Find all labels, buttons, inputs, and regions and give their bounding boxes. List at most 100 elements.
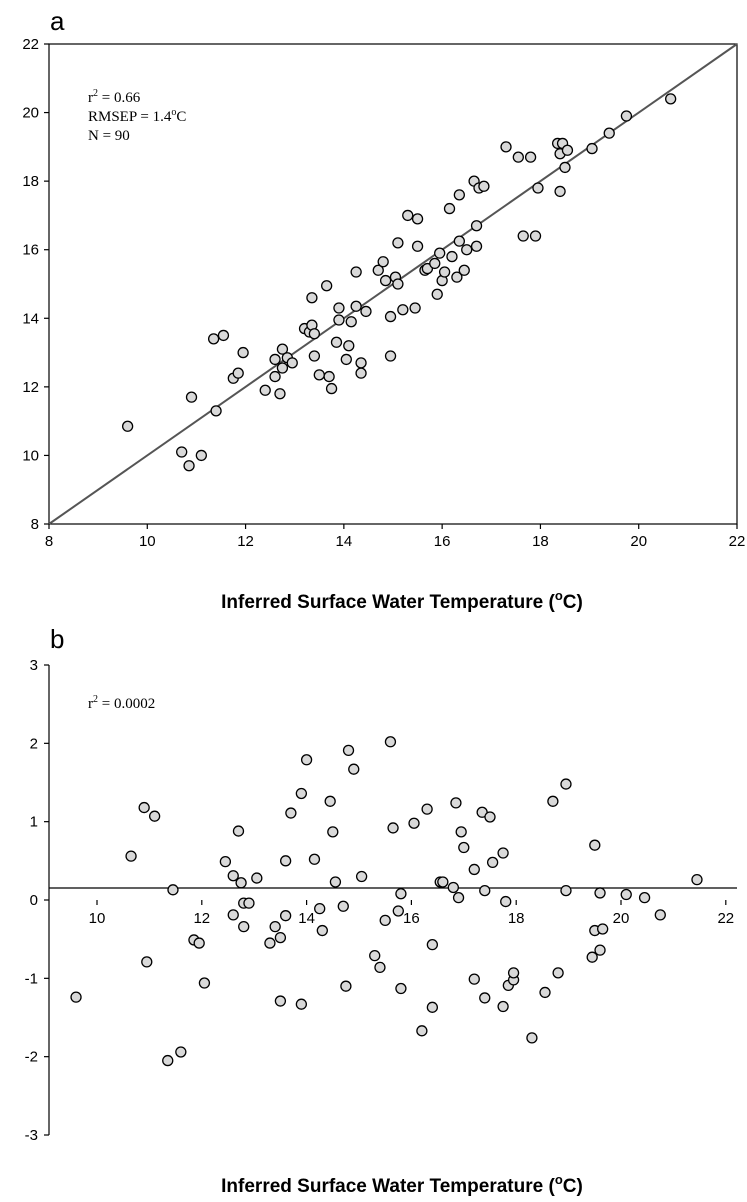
panel-a-data-point <box>210 405 222 417</box>
panel-a-data-point <box>276 362 289 374</box>
panel-b-data-point <box>479 992 491 1004</box>
panel-b-data-point <box>468 973 480 985</box>
panel-a-data-point <box>438 266 451 278</box>
panel-a-data-point <box>512 151 524 163</box>
panel-b-data-point <box>279 855 292 867</box>
panel-a-scatter: a 8 10 12 14 16 18 20 22 8 10 12 14 16 18 20 22 r2 = 0.… <box>22 6 745 613</box>
panel-b-data-point <box>162 1054 174 1067</box>
panel-b-data-point <box>125 850 137 862</box>
panel-a-data-point <box>665 93 677 105</box>
panel-b-data-point <box>274 995 287 1007</box>
panel-b-y-tick-label: -1 <box>25 970 38 987</box>
panel-a-x-tick-label: 20 <box>630 533 647 550</box>
panel-a-y-tick-label: 14 <box>22 310 39 327</box>
panel-b-data-point <box>586 951 598 963</box>
panel-b-data-point <box>560 778 572 790</box>
panel-a-data-point <box>458 264 470 276</box>
panel-a-data-point <box>207 333 220 345</box>
panel-b-data-point <box>340 980 352 992</box>
panel-b-x-tick-label: 18 <box>508 910 525 927</box>
panel-b-data-point <box>387 822 399 834</box>
panel-a-data-point <box>461 244 473 256</box>
panel-a-data-point <box>321 280 333 292</box>
panel-b-data-point <box>251 872 263 884</box>
panel-a-x-axis-label: Inferred Surface Water Temperature (oC) <box>221 588 583 613</box>
panel-b-data-point <box>447 881 459 894</box>
panel-a-data-point <box>350 300 362 312</box>
panel-b-data-point <box>484 811 496 823</box>
panel-a-data-point <box>397 304 409 316</box>
panel-b-data-point <box>421 803 433 815</box>
panel-b-x-tick-label: 16 <box>403 910 420 927</box>
panel-b-data-point <box>552 967 564 979</box>
panel-b-y-tick-label: -2 <box>25 1049 38 1066</box>
panel-a-data-point <box>402 209 414 222</box>
panel-a-data-point <box>517 230 529 242</box>
panel-b-data-point <box>264 937 276 949</box>
panel-a-data-point <box>333 314 345 326</box>
panel-b-data-point <box>235 877 247 889</box>
panel-a-data-point <box>333 302 345 314</box>
panel-b-x-tick-label: 14 <box>298 910 315 927</box>
panel-b-data-point <box>620 888 632 901</box>
panel-b-data-point <box>416 1025 428 1037</box>
panel-b-data-point <box>374 961 386 974</box>
panel-b-data-point <box>295 787 308 800</box>
panel-b-data-point <box>468 863 480 876</box>
panel-b-r2-annotation: r2 = 0.0002 <box>88 694 155 712</box>
panel-b-data-point <box>70 991 82 1003</box>
panel-a-r2-annotation: r2 = 0.66 <box>88 88 141 106</box>
panel-a-data-point <box>308 350 321 362</box>
panel-b-data-point <box>479 884 491 897</box>
panel-a-data-point <box>360 305 372 318</box>
panel-a-data-point <box>343 340 355 352</box>
panel-a-y-tick-label: 22 <box>22 36 39 53</box>
panel-b-data-point <box>348 763 360 775</box>
panel-b-data-point <box>329 876 342 888</box>
panel-a-data-point <box>286 357 298 369</box>
panel-b-data-point <box>507 967 520 979</box>
panel-b-data-point <box>175 1046 187 1058</box>
panel-a-data-point <box>453 189 465 201</box>
panel-b-data-point <box>497 1000 509 1013</box>
panel-b-x-tick-label: 12 <box>193 910 210 927</box>
panel-b-letter: b <box>50 624 64 654</box>
panel-a-data-point <box>217 329 230 342</box>
panel-b-data-point <box>327 826 339 838</box>
panel-b-data-point <box>243 897 255 909</box>
panel-a-data-point <box>411 213 424 225</box>
panel-b-data-point <box>458 841 470 854</box>
panel-b-data-point <box>437 876 449 888</box>
panel-a-data-point <box>524 151 537 163</box>
panel-b-data-point <box>691 873 703 886</box>
panel-b-data-point <box>227 870 239 882</box>
panel-b-data-point <box>526 1032 538 1044</box>
panel-a-data-point <box>443 202 456 215</box>
panel-a-data-point <box>330 336 343 348</box>
panel-b-data-point <box>295 998 308 1010</box>
panel-a-data-point <box>478 180 490 192</box>
panel-a-rmsep-annotation: RMSEP = 1.4oC <box>88 107 186 125</box>
panel-a-x-tick-label: 10 <box>139 533 156 550</box>
panel-a-x-tick-label: 8 <box>45 533 53 550</box>
panel-a-y-tick-label: 8 <box>31 516 39 533</box>
panel-b-x-tick-label: 20 <box>613 910 630 927</box>
panel-b-data-point <box>384 736 397 748</box>
panel-a-data-point <box>409 302 421 314</box>
panel-b-data-point <box>594 887 606 899</box>
panel-a-data-point <box>603 127 615 139</box>
panel-a-data-point <box>392 278 404 290</box>
panel-b-data-point <box>395 888 407 900</box>
panel-a-data-point <box>269 353 281 366</box>
panel-a-data-point <box>345 316 357 328</box>
panel-a-x-tick-label: 16 <box>434 533 451 550</box>
panel-a-y-tick-label: 18 <box>22 173 39 190</box>
panel-a-x-tick-label: 22 <box>729 533 746 550</box>
panel-b-data-point <box>141 956 153 968</box>
panel-a-data-point <box>340 353 352 366</box>
panel-a-x-tick-label: 18 <box>532 533 549 550</box>
panel-b-data-point <box>547 795 559 807</box>
panel-a-letter: a <box>50 6 65 36</box>
panel-b-data-point <box>379 914 391 927</box>
